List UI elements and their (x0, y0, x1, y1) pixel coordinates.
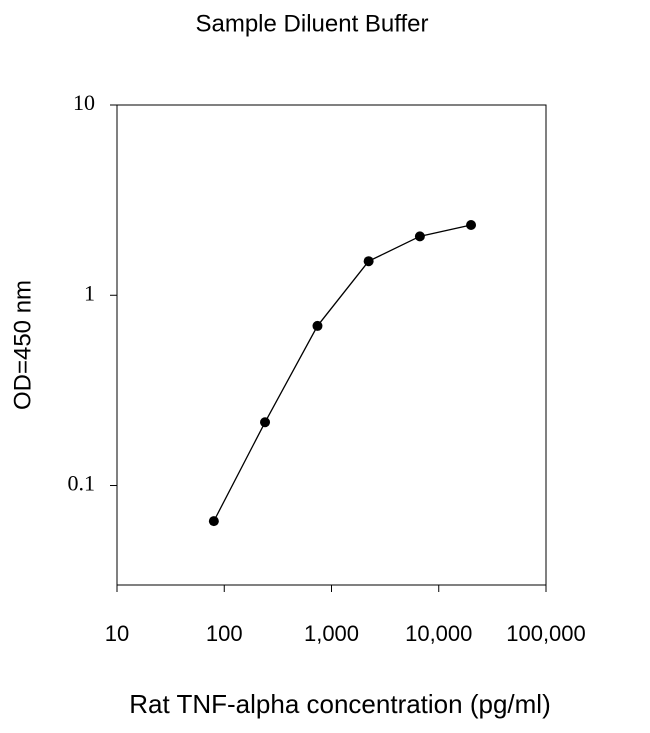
y-tick-label: 1 (84, 280, 95, 305)
x-axis-label: Rat TNF-alpha concentration (pg/ml) (129, 689, 550, 719)
data-point (208, 516, 219, 527)
data-point (466, 220, 477, 231)
data-line (213, 224, 472, 522)
x-tick-label: 10 (105, 621, 129, 646)
data-point (414, 231, 425, 242)
data-point (363, 256, 374, 267)
x-tick-label: 10,000 (405, 621, 472, 646)
data-point (260, 417, 271, 428)
y-axis-label: OD=450 nm (9, 280, 36, 410)
chart-title: Sample Diluent Buffer (195, 10, 428, 37)
y-tick-label: 0.1 (68, 471, 96, 496)
y-tick-label: 10 (73, 90, 95, 115)
x-tick-label: 100 (206, 621, 243, 646)
x-tick-label: 100,000 (506, 621, 586, 646)
x-tick-label: 1,000 (304, 621, 359, 646)
plot-frame (116, 104, 547, 586)
data-point (312, 320, 323, 331)
